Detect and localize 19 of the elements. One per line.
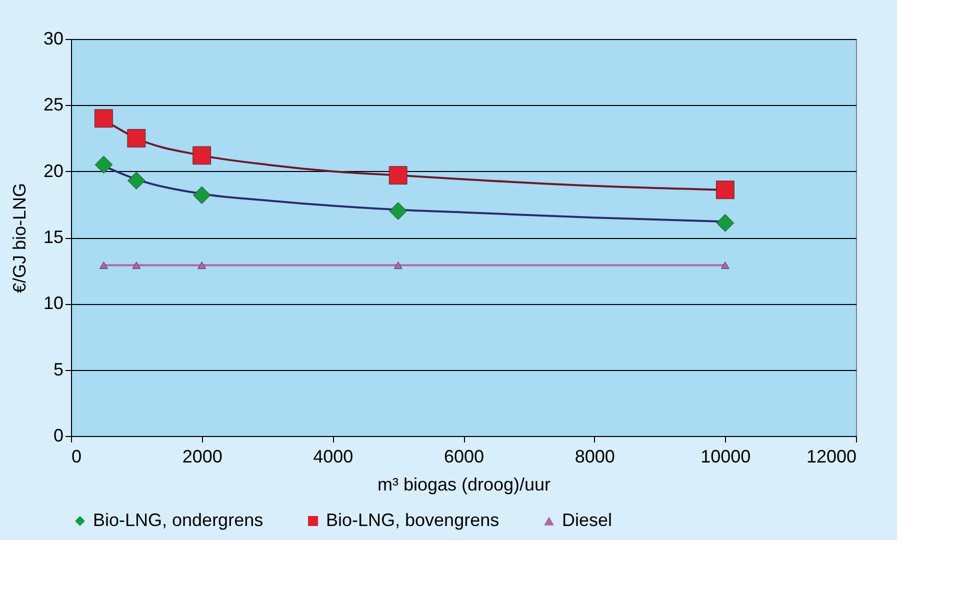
legend-label: Bio-LNG, ondergrens [93, 510, 264, 530]
y-tick-label: 5 [53, 359, 64, 380]
y-tick-label: 25 [43, 94, 64, 115]
y-tick-label: 10 [43, 293, 64, 314]
y-tick-label: 30 [43, 28, 64, 48]
x-tick-label: 10000 [700, 446, 751, 466]
x-tick-label: 8000 [574, 446, 615, 466]
x-tick-label: 4000 [313, 446, 354, 466]
x-tick-label: 12000 [806, 446, 856, 466]
legend-label: Bio-LNG, bovengrens [326, 510, 500, 530]
x-tick-label: 0 [72, 446, 82, 466]
x-tick-label: 6000 [444, 446, 484, 466]
legend-label: Diesel [562, 510, 612, 530]
y-tick-label: 20 [43, 160, 64, 181]
y-tick-label: 0 [53, 426, 64, 446]
y-axis-title: €/GJ bio-LNG [9, 182, 30, 294]
y-tick-label: 15 [43, 227, 64, 247]
x-axis-title: m³ biogas (droog)/uur [377, 474, 551, 494]
x-tick-label: 2000 [182, 446, 222, 466]
